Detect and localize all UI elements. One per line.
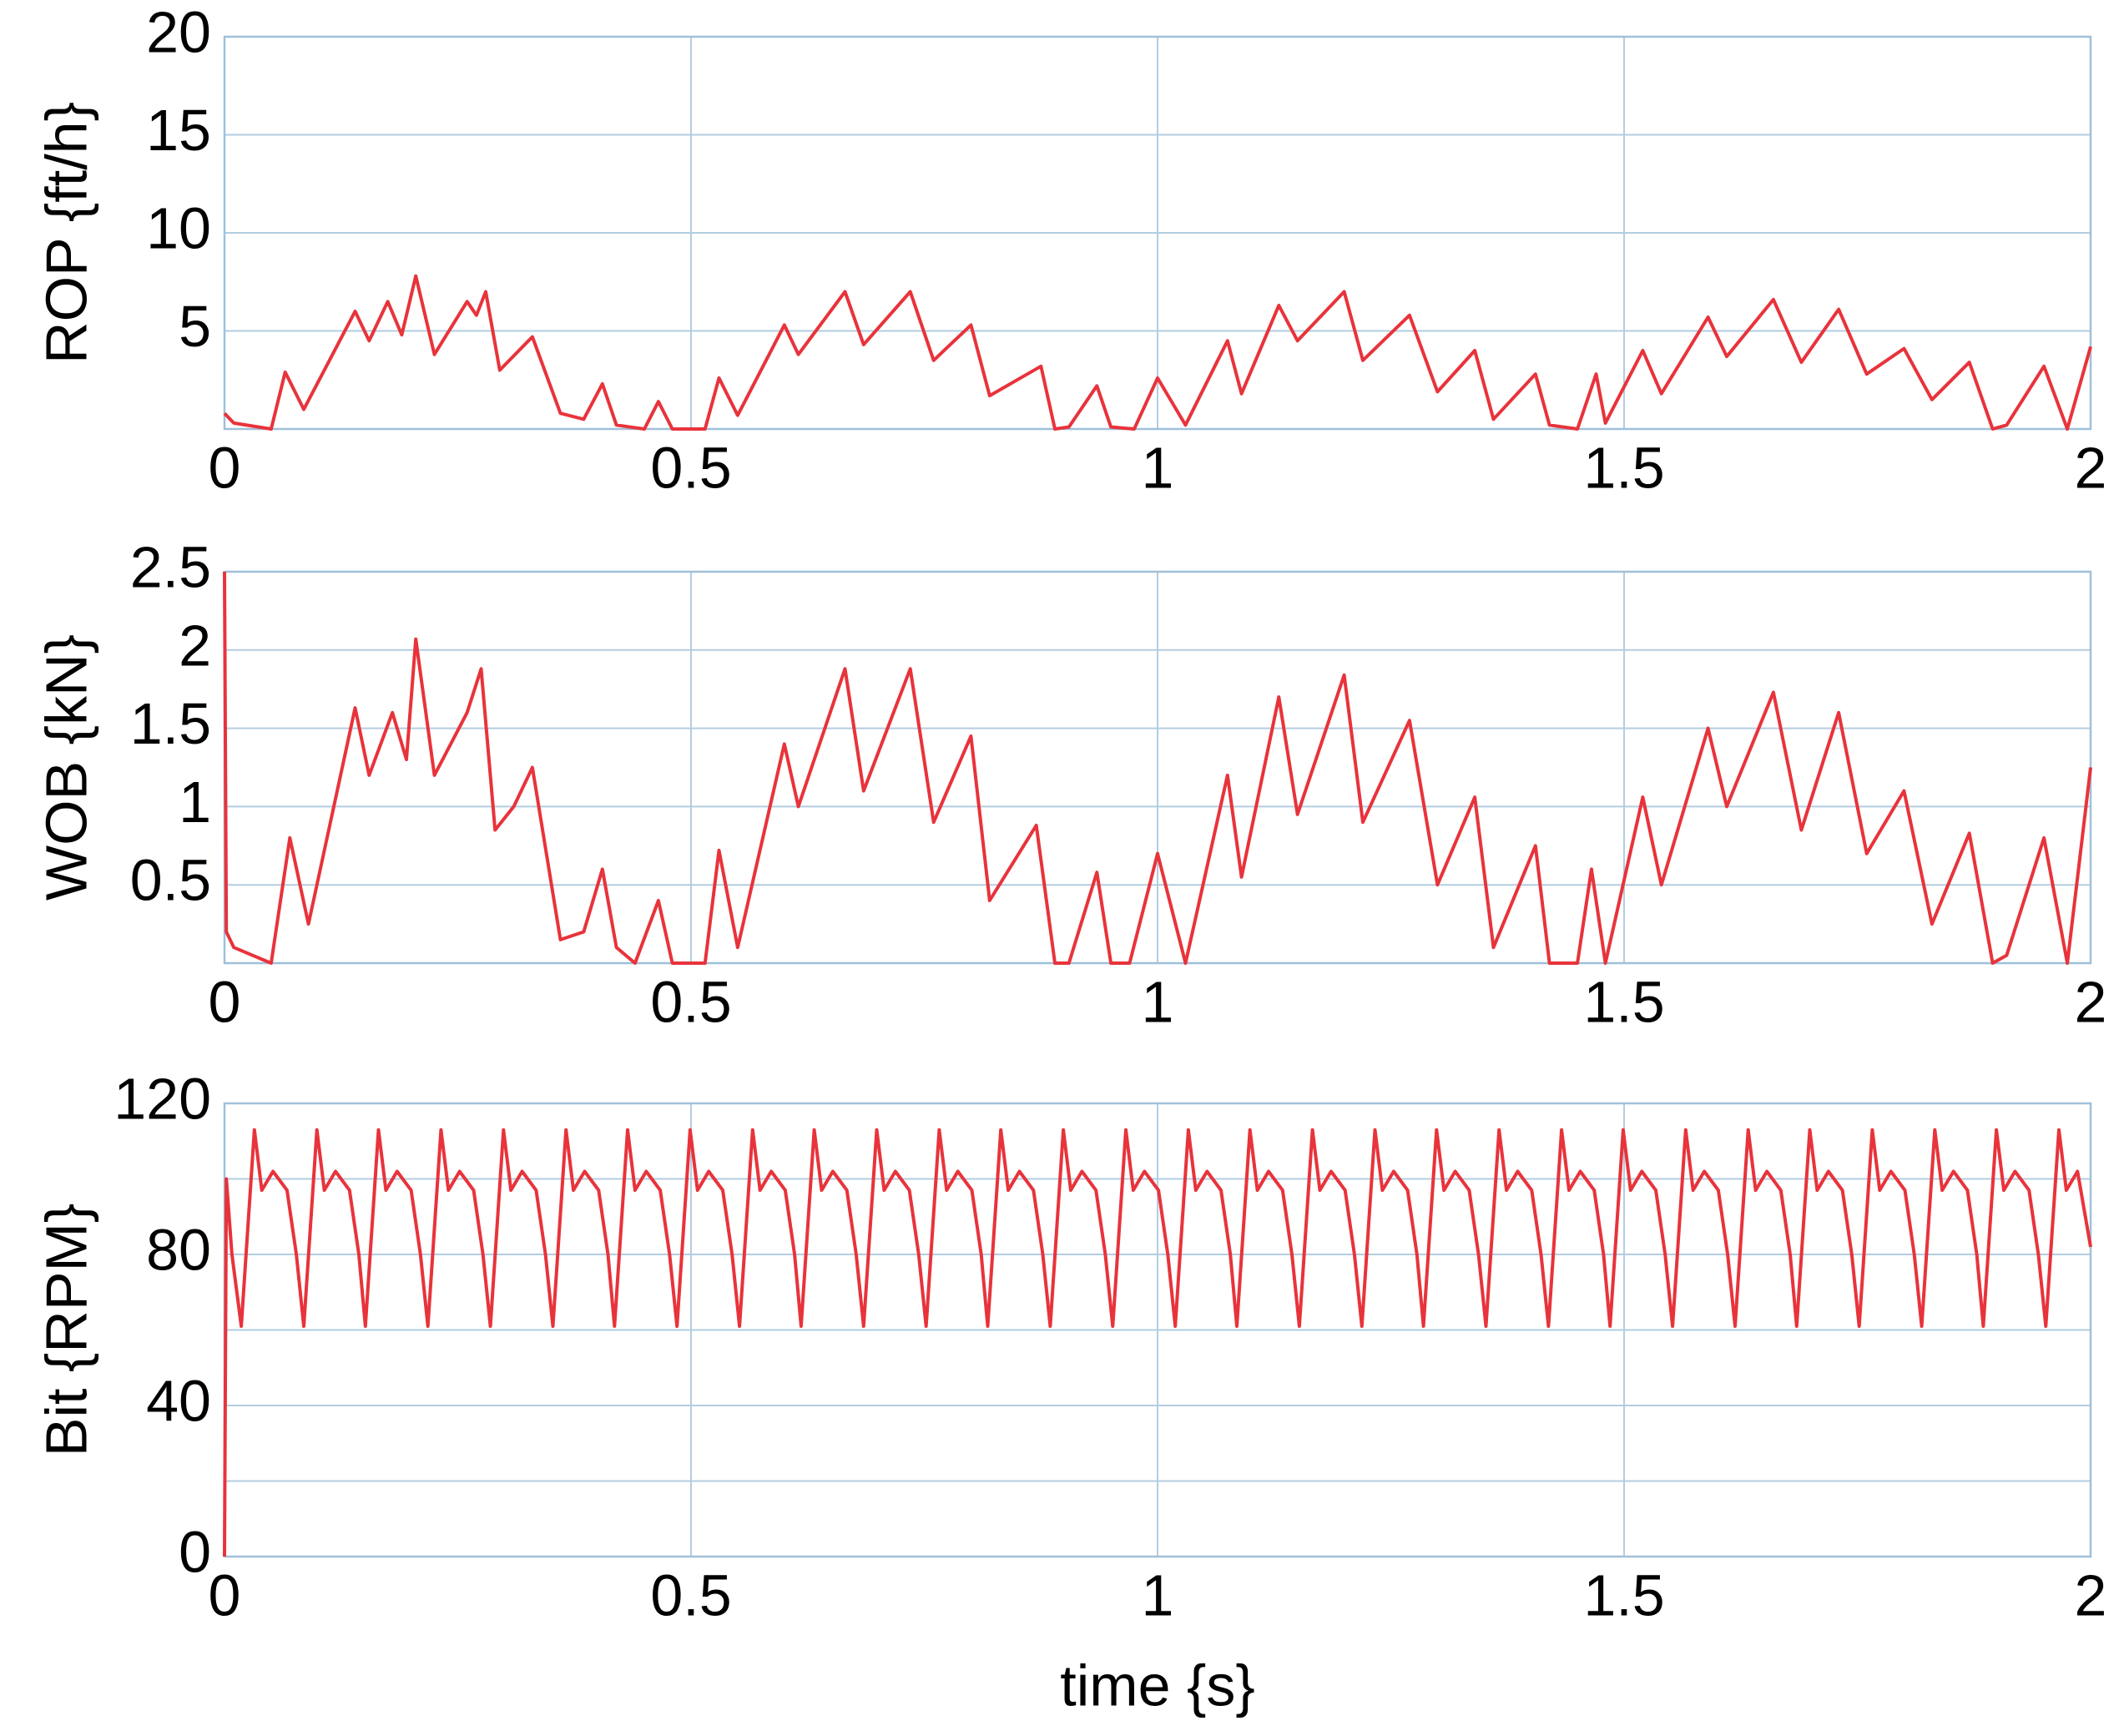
x-tick-label: 0 [209, 1562, 241, 1628]
data-line [223, 1128, 2092, 1557]
x-tick-label: 1.5 [1583, 969, 1664, 1034]
y-axis-label: WOB {kN} [33, 634, 98, 901]
y-tick-label: 10 [146, 195, 211, 260]
x-tick-label: 0.5 [650, 1562, 731, 1628]
x-tick-label: 1.5 [1583, 435, 1664, 500]
x-tick-label: 2 [2075, 969, 2107, 1034]
data-line [223, 571, 2092, 965]
y-tick-label: 40 [146, 1368, 211, 1433]
x-tick-label: 2 [2075, 1562, 2107, 1628]
plot-frame [223, 35, 2092, 431]
y-axis-label: Bit {RPM} [33, 1204, 98, 1456]
x-tick-label: 2 [2075, 435, 2107, 500]
y-tick-label: 1 [179, 770, 211, 835]
x-tick-label: 1.5 [1583, 1562, 1664, 1628]
x-tick-label: 0.5 [650, 969, 731, 1034]
x-tick-label: 0 [209, 435, 241, 500]
x-tick-label: 1 [1142, 969, 1174, 1034]
x-axis-label: time {s} [1060, 1653, 1254, 1718]
x-tick-label: 1 [1142, 1562, 1174, 1628]
y-tick-label: 0.5 [130, 848, 211, 913]
y-tick-label: 2.5 [130, 534, 211, 599]
x-tick-label: 1 [1142, 435, 1174, 500]
y-tick-label: 80 [146, 1217, 211, 1282]
y-tick-label: 20 [146, 0, 211, 64]
x-tick-label: 0.5 [650, 435, 731, 500]
y-tick-label: 1.5 [130, 691, 211, 756]
x-tick-label: 0 [209, 969, 241, 1034]
y-tick-label: 0 [179, 1519, 211, 1584]
y-tick-label: 120 [114, 1066, 211, 1131]
y-tick-label: 2 [179, 613, 211, 678]
y-tick-label: 5 [179, 294, 211, 359]
y-tick-label: 15 [146, 98, 211, 163]
y-axis-label: ROP {ft/h} [33, 102, 98, 364]
data-line [223, 274, 2092, 431]
